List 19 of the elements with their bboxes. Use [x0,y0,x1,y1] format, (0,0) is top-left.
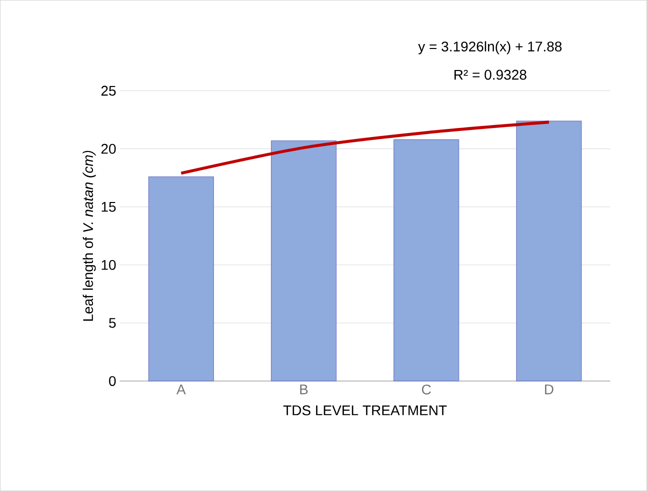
x-tick-label: A [176,384,186,394]
bar [148,176,214,382]
y-tick-label: 20 [101,144,116,154]
x-tick-label: B [300,384,308,394]
line-series [180,120,550,175]
y-tick-label: 10 [102,260,116,270]
y-tick-label: 0 [109,376,116,386]
y-tick-label: 15 [102,202,116,212]
bar [516,120,582,382]
x-axis-title: TDS LEVEL TREATMENT [283,405,447,416]
text: y = 3.1926ln(x) + 17.88 [418,41,562,54]
x-tick-label: C [422,384,431,395]
text: R² = 0.9328 [454,70,526,80]
y-axis-title: Leaf length of V. natan (cm) [82,150,96,321]
y-tick-label: 25 [101,86,116,96]
x-tick-label: D [545,384,554,394]
bar [394,139,460,382]
bar [271,140,336,382]
y-tick-label: 5 [109,318,116,328]
